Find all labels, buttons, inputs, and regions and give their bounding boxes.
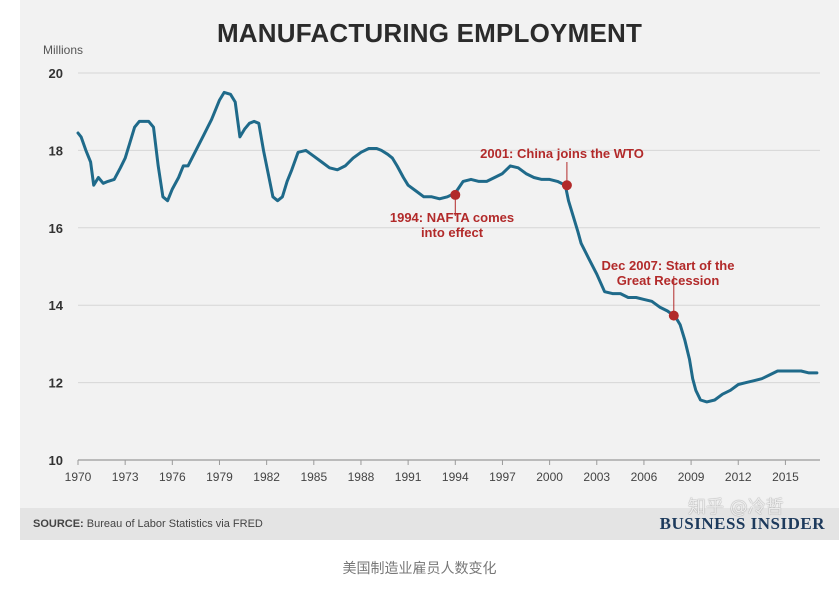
x-tick-label: 1979: [206, 470, 233, 484]
x-tick-label: 1982: [253, 470, 280, 484]
x-tick-label: 1970: [65, 470, 92, 484]
x-tick-label: 1988: [348, 470, 375, 484]
annotation-marker: [668, 310, 679, 321]
x-tick-label: 1973: [112, 470, 139, 484]
x-tick-label: 1997: [489, 470, 516, 484]
x-tick-label: 1994: [442, 470, 469, 484]
x-tick-label: 1985: [300, 470, 327, 484]
y-axis-label: Millions: [43, 43, 83, 57]
source-note: SOURCE: Bureau of Labor Statistics via F…: [33, 518, 263, 530]
chart-title: MANUFACTURING EMPLOYMENT: [216, 18, 643, 48]
x-tick-label: 2015: [772, 470, 799, 484]
brand-logo: BUSINESS INSIDER: [659, 514, 825, 533]
chart-panel: [20, 0, 839, 540]
series-line: [76, 90, 819, 404]
annotation-label: 2001: China joins the WTO: [480, 146, 644, 161]
footer-bar: [20, 508, 839, 540]
watermark: 知乎 @冷哲: [688, 497, 784, 518]
annotation-label: 1994: NAFTA comes: [390, 210, 514, 225]
y-tick-label: 14: [49, 298, 64, 313]
y-tick-label: 10: [49, 453, 63, 468]
annotation-marker: [450, 189, 461, 200]
y-tick-labels: 10 12 14 16 18 20: [49, 66, 64, 468]
x-tick-label: 1991: [395, 470, 422, 484]
source-text: Bureau of Labor Statistics via FRED: [86, 518, 263, 530]
x-tick-label: 2006: [631, 470, 658, 484]
source-label: SOURCE:: [33, 518, 84, 530]
x-tick-label: 2000: [536, 470, 563, 484]
y-tick-label: 16: [49, 221, 63, 236]
x-tick-label: 2009: [678, 470, 705, 484]
y-tick-label: 12: [49, 376, 63, 391]
grid-lines: [77, 72, 820, 465]
annotation-label: Great Recession: [617, 273, 720, 288]
annotation-label: into effect: [421, 225, 484, 240]
annotation-label: Dec 2007: Start of the: [602, 258, 735, 273]
x-tick-label: 1976: [159, 470, 186, 484]
y-tick-label: 18: [49, 143, 63, 158]
y-tick-label: 20: [49, 66, 63, 81]
annotation-marker: [561, 180, 572, 191]
x-tick-labels: 1970 1973 1976 1979 1982 1985 1988 1991 1994 1997…: [65, 470, 799, 484]
image-caption: 美国制造业雇员人数变化: [342, 561, 497, 577]
x-tick-label: 2012: [725, 470, 752, 484]
x-tick-label: 2003: [583, 470, 610, 484]
